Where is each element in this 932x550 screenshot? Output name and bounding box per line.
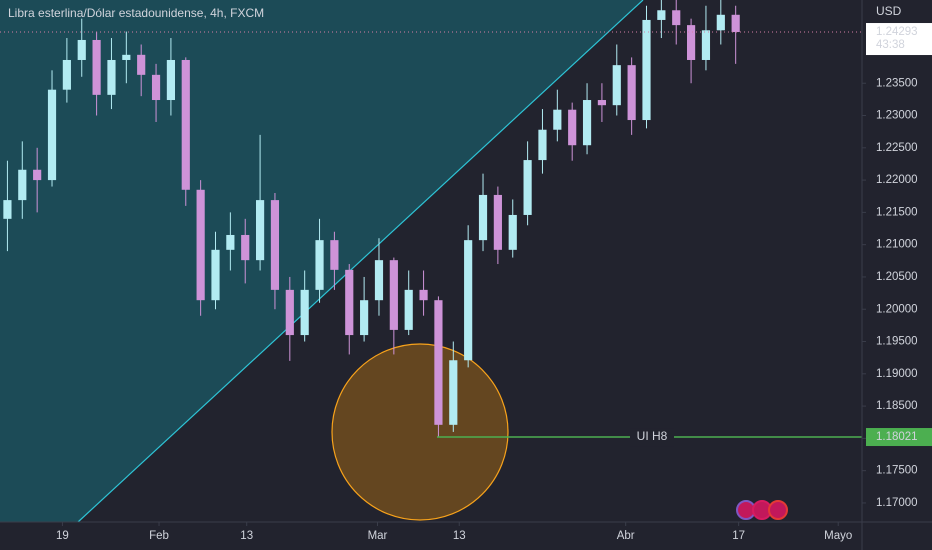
candle-body — [419, 289, 428, 301]
candle-body — [285, 289, 294, 336]
candle-body — [582, 100, 592, 146]
currency-label: USD — [876, 4, 902, 18]
current-price: 1.24293 — [876, 26, 918, 38]
candle-body — [553, 109, 562, 130]
candle-body — [464, 240, 473, 361]
candle-body — [478, 194, 488, 241]
candle-body — [404, 289, 413, 330]
candle-body — [3, 200, 12, 219]
candle-body — [330, 240, 339, 270]
y-tick-label: 1.23000 — [876, 110, 918, 122]
candle-body — [389, 260, 398, 330]
candle-body — [374, 260, 384, 301]
candle-body — [315, 240, 324, 290]
candle-body — [493, 194, 502, 250]
x-tick-label: Feb — [149, 530, 169, 542]
axes: 1.170001.175001.180001.185001.190001.195… — [56, 23, 932, 542]
candle-body — [449, 360, 458, 425]
candle-body — [434, 300, 443, 425]
event-flags — [736, 500, 788, 520]
level-label: UI H8 — [637, 429, 668, 443]
x-tick-label: 13 — [240, 530, 253, 542]
candle-body — [151, 74, 161, 101]
candle-body — [360, 300, 369, 336]
candle-body — [270, 200, 280, 290]
level-price-box — [866, 428, 932, 447]
chart-title: Libra esterlina/Dólar estadounidense, 4h… — [8, 6, 264, 20]
candle-body — [33, 169, 42, 181]
candle-body — [211, 249, 220, 301]
candle-body — [701, 30, 711, 60]
candle-body — [92, 39, 101, 95]
level-price: 1.18021 — [876, 431, 918, 443]
candle-body — [196, 189, 205, 301]
y-tick-label: 1.20000 — [876, 303, 918, 315]
countdown: 43:38 — [876, 39, 905, 51]
x-tick-label: Mar — [368, 530, 388, 542]
candle-body — [241, 234, 250, 261]
y-tick-label: 1.22500 — [876, 142, 918, 154]
x-tick-label: Mayo — [824, 530, 852, 542]
y-tick-label: 1.17500 — [876, 465, 918, 477]
candle-body — [508, 214, 517, 250]
x-tick-label: 19 — [56, 530, 69, 542]
candle-body — [107, 59, 116, 95]
candle-body — [255, 200, 265, 261]
candle-body — [62, 59, 71, 90]
candle-body — [300, 289, 309, 336]
x-tick-label: 17 — [732, 530, 745, 542]
level-label-bg — [630, 428, 674, 447]
candle-body — [642, 19, 651, 121]
y-tick-label: 1.22000 — [876, 174, 918, 186]
trend-line — [77, 0, 644, 523]
candle-body — [568, 109, 577, 146]
candle-body — [716, 14, 725, 31]
flag-icon — [768, 500, 788, 520]
candle-body — [18, 169, 27, 201]
candle-body — [657, 10, 666, 20]
candle-body — [226, 234, 235, 250]
candle-body — [166, 59, 176, 101]
y-tick-label: 1.19500 — [876, 336, 918, 348]
y-tick-label: 1.18500 — [876, 400, 918, 412]
y-tick-label: 1.19000 — [876, 368, 918, 380]
candle-body — [181, 59, 190, 190]
y-tick-label: 1.17000 — [876, 497, 918, 509]
candle-body — [538, 129, 547, 161]
candle-body — [672, 10, 681, 26]
y-tick-label: 1.23500 — [876, 77, 918, 89]
candle-body — [686, 25, 696, 60]
candle-body — [77, 39, 86, 60]
current-price-box — [866, 23, 932, 56]
highlight-circle — [331, 343, 509, 521]
y-tick-label: 1.21000 — [876, 239, 918, 251]
candle-body — [345, 269, 354, 336]
y-tick-label: 1.21500 — [876, 206, 918, 218]
y-tick-label: 1.20500 — [876, 271, 918, 283]
candle-body — [731, 14, 740, 33]
x-tick-label: Abr — [617, 530, 635, 542]
candle-body — [122, 54, 131, 60]
candle-body — [137, 54, 146, 75]
candle-body — [627, 65, 636, 121]
x-tick-label: 13 — [453, 530, 466, 542]
candle-body — [612, 65, 621, 106]
candle-body — [47, 89, 57, 181]
candle-body — [523, 160, 532, 215]
candle-body — [597, 100, 607, 106]
